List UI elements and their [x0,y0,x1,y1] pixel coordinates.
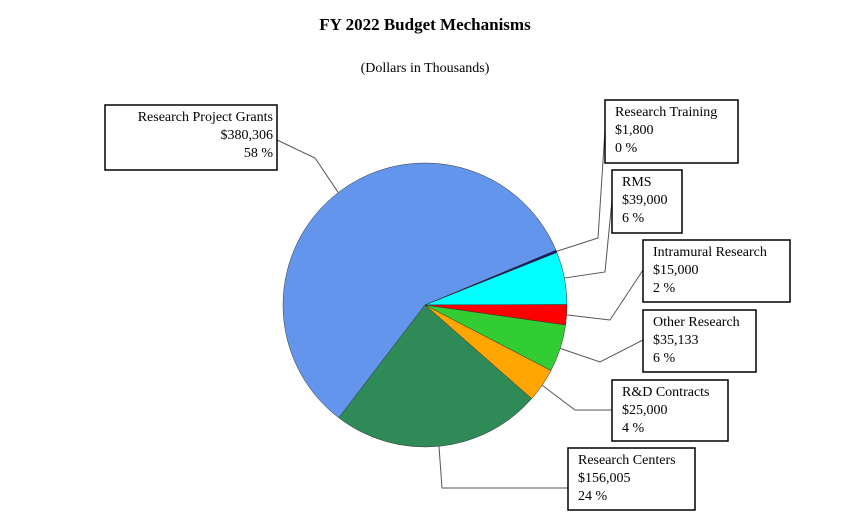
data-label: $156,005 [578,471,631,486]
chart-title: FY 2022 Budget Mechanisms [319,15,531,34]
data-label: $15,000 [653,263,699,278]
chart-subtitle: (Dollars in Thousands) [361,61,490,76]
data-label: $1,800 [615,123,654,138]
leader-line [276,139,339,193]
leader-line [556,129,606,252]
data-label: 58 % [244,146,274,161]
label-box [567,447,696,511]
label-box [642,309,757,373]
data-label: $25,000 [622,403,668,418]
leader-line [560,339,644,363]
label-box [611,379,729,442]
data-label: 24 % [578,489,608,504]
leader-line [438,446,568,489]
data-label: $35,133 [653,333,699,348]
data-label: $380,306 [221,128,274,143]
label-box [604,99,739,164]
pie-slice [282,162,557,419]
label-box [104,104,278,171]
data-label: 6 % [653,351,676,366]
slice-label: Research Centers [578,453,676,468]
data-label: 2 % [653,281,676,296]
slice-label: Research Training [615,105,717,120]
data-label: $39,000 [622,193,668,208]
slice-label: RMS [622,175,652,190]
leader-line [541,384,612,411]
data-label: 0 % [615,141,638,156]
label-box [642,239,791,303]
leader-line [564,199,613,279]
slice-label: Intramural Research [653,245,767,260]
label-box [611,169,683,234]
data-label: 6 % [622,211,645,226]
slice-label: Research Project Grants [138,110,273,125]
leader-line [566,269,644,321]
slice-label: Other Research [653,315,740,330]
data-label: 4 % [622,421,645,436]
slice-label: R&D Contracts [622,385,710,400]
